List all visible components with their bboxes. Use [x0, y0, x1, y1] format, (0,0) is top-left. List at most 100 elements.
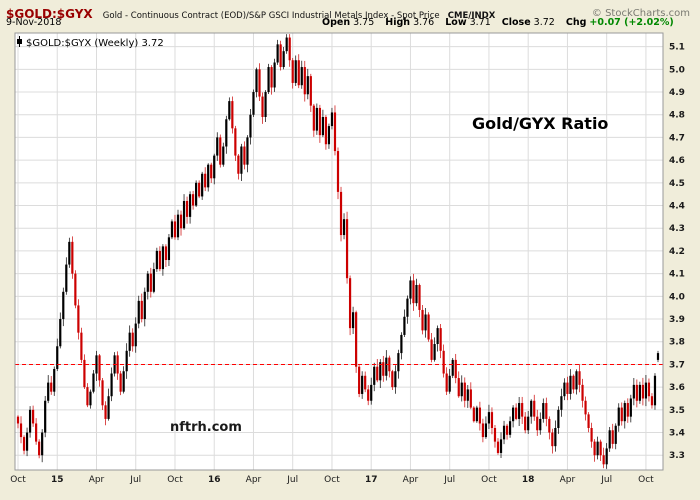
candle-body [370, 384, 373, 401]
header-quote-row: 9-Nov-2018 Open 3.75 High 3.76 Low 3.71 Clo… [6, 17, 698, 30]
candle-body [38, 441, 41, 456]
candle-body [632, 384, 635, 399]
candle-body [394, 371, 397, 388]
candle-body [258, 69, 261, 97]
candle-body [288, 37, 291, 61]
stockcharts-copyright-link[interactable]: © StockCharts.com [591, 8, 690, 19]
candle-body [19, 423, 23, 438]
x-axis-label: 16 [208, 475, 221, 485]
candle-body [80, 332, 83, 360]
candle-body [104, 405, 107, 419]
candle-body [563, 382, 566, 397]
candle-body [412, 280, 415, 304]
candle-body [158, 250, 161, 270]
x-axis-label: Apr [560, 475, 576, 485]
candle-body [228, 101, 231, 120]
chg-value: +0.07 (+2.02%) [589, 17, 674, 28]
candle-body [207, 164, 210, 188]
candle-body [560, 396, 563, 410]
candle-body [188, 194, 192, 217]
candle-body [472, 407, 475, 422]
candle-body [56, 346, 59, 369]
candle-body [418, 284, 421, 310]
ohlc-quote: Open 3.75 High 3.76 Low 3.71 Close 3.72 Chg +… [322, 17, 674, 28]
candle-body [74, 273, 77, 306]
candle-body [581, 384, 584, 401]
candle-body [508, 421, 512, 435]
candle-body [324, 116, 328, 145]
candle-body [83, 359, 86, 388]
candle-body [161, 246, 165, 270]
candle-body [77, 305, 80, 333]
candle-body [98, 355, 101, 381]
candle-body [282, 51, 285, 68]
y-axis-label: 3.6 [669, 383, 685, 393]
low-label: Low [445, 17, 467, 28]
candle-body [119, 373, 122, 392]
candle-body [572, 375, 575, 390]
chg-label: Chg [565, 17, 587, 28]
header-title-row: $GOLD:$GYX Gold - Continuous Contract (E… [6, 3, 698, 21]
candle-body [116, 355, 119, 374]
candle-body [499, 439, 503, 453]
x-axis-label: Oct [324, 475, 340, 485]
candle-body [294, 60, 297, 83]
candle-body [246, 137, 249, 165]
candle-body [403, 316, 406, 335]
legend-text: $GOLD:$GYX (Weekly) 3.72 [26, 38, 164, 49]
candle-body [557, 409, 560, 429]
candle-body [279, 44, 282, 68]
y-axis-label: 4.5 [669, 179, 685, 189]
candle-body [551, 432, 554, 447]
candle-body [554, 428, 557, 447]
candle-body [179, 214, 183, 229]
candle-body [28, 409, 32, 433]
candle-body [608, 430, 611, 449]
open-label: Open [322, 17, 351, 28]
y-axis-label: 5.0 [669, 65, 685, 75]
candle-body [439, 328, 442, 351]
symbol-ticker: $GOLD:$GYX [6, 7, 93, 21]
candle-body [191, 194, 195, 206]
candle-body [427, 314, 430, 340]
x-axis-label: Jul [600, 475, 612, 485]
candle-body [336, 151, 340, 192]
candle-body [107, 396, 110, 419]
candle-body [318, 107, 321, 136]
candle-body [364, 375, 367, 390]
candle-body [629, 398, 632, 417]
candle-body [201, 173, 204, 197]
candle-body [339, 191, 343, 236]
candle-body [490, 412, 494, 429]
candle-body [222, 146, 225, 165]
candle-body [481, 423, 485, 438]
candle-body [448, 375, 451, 392]
exchange-label: CME/INDX [447, 11, 496, 21]
candle-body [593, 441, 596, 456]
candle-body [355, 312, 358, 367]
candle-body [602, 455, 605, 465]
candle-body [421, 309, 424, 331]
candle-body [53, 368, 56, 392]
x-axis-label: 15 [51, 475, 64, 485]
candle-body [152, 269, 155, 292]
candle-body [487, 412, 491, 424]
candle-body [373, 366, 376, 385]
candle-body [267, 67, 270, 93]
candle-body [367, 389, 370, 401]
candle-body [460, 382, 463, 397]
candle-body [306, 76, 309, 95]
candle-body [605, 448, 608, 465]
open-value: 3.75 [353, 17, 375, 28]
y-axis-label: 3.7 [669, 360, 685, 370]
candle-body [176, 214, 180, 238]
candle-body [273, 62, 276, 88]
candle-body [101, 380, 104, 406]
candle-body [270, 67, 273, 88]
y-axis-label: 4.1 [669, 270, 685, 280]
candle-body [312, 105, 315, 131]
candle-body [59, 319, 62, 347]
candle-body [614, 425, 617, 444]
candle-body [596, 441, 599, 456]
candle-body [131, 332, 134, 347]
